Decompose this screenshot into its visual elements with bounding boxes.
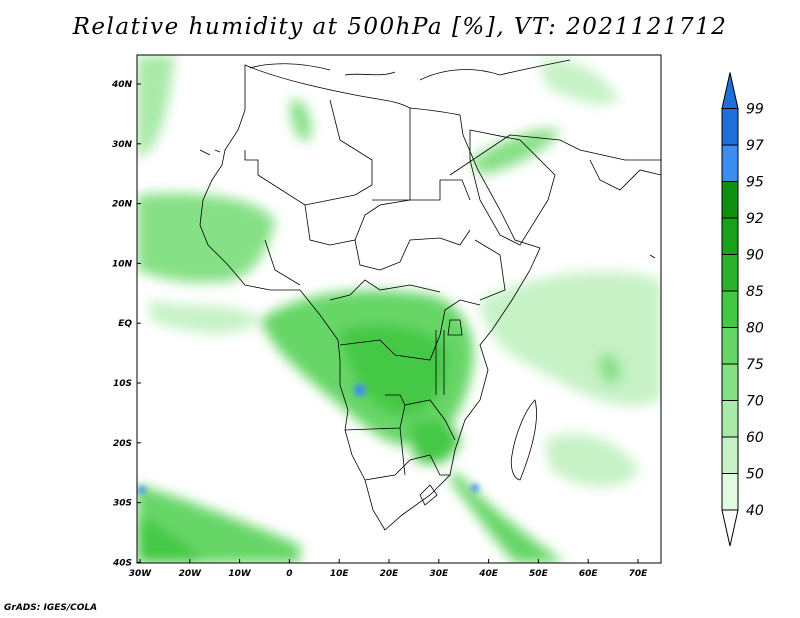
colorbar-label: 50 [746, 467, 764, 483]
colorbar: 99 97 95 92 90 85 80 75 70 60 50 40 [721, 72, 764, 547]
lat-tick-label: 40S [112, 558, 132, 568]
lon-tick-label: 10E [330, 569, 350, 579]
latitude-tick-labels: 40N 30N 20N 10N EQ 10S 20S 30S 40S [111, 80, 141, 568]
grads-credit: GrADS: IGES/COLA [4, 603, 98, 613]
colorbar-segment [721, 254, 739, 292]
colorbar-label: 97 [746, 138, 764, 154]
lat-tick-label: 30S [113, 499, 132, 509]
lon-tick-label: 40E [478, 569, 499, 579]
colorbar-label: 80 [746, 321, 764, 337]
colorbar-label: 75 [746, 357, 764, 373]
colorbar-segment [721, 473, 739, 511]
colorbar-segment [721, 400, 739, 438]
lon-tick-label: 20E [380, 569, 400, 579]
lat-tick-label: 10N [112, 259, 133, 269]
lon-tick-label: 70E [629, 569, 649, 579]
colorbar-label: 99 [746, 102, 764, 118]
lat-tick-label: 30N [112, 140, 133, 150]
lon-tick-label: 20W [179, 569, 203, 579]
coastlines [199, 59, 661, 531]
lon-tick-label: 0 [286, 569, 292, 579]
lat-tick-label: EQ [118, 319, 132, 329]
colorbar-label: 60 [746, 430, 764, 446]
lon-tick-label: 50E [529, 569, 549, 579]
colorbar-segment [721, 144, 739, 182]
colorbar-label: 92 [746, 211, 764, 227]
lat-tick-label: 10S [113, 379, 132, 389]
lon-tick-label: 30W [129, 569, 153, 579]
plot-frame [136, 54, 662, 564]
colorbar-label: 85 [746, 284, 764, 300]
colorbar-segment [721, 217, 739, 255]
humidity-field [137, 55, 661, 563]
colorbar-segment [721, 436, 739, 474]
longitude-tick-labels: 30W 20W 10W 0 10E 20E 30E 40E 50E 60E 70E [129, 559, 648, 579]
colorbar-top-arrow [721, 72, 739, 109]
colorbar-label: 70 [746, 394, 764, 410]
colorbar-bottom-arrow [721, 509, 739, 547]
colorbar-label: 40 [746, 503, 764, 519]
chart-title: Relative humidity at 500hPa [%], VT: 202… [72, 14, 728, 40]
colorbar-segment [721, 327, 739, 365]
colorbar-segment [721, 181, 739, 219]
lon-tick-label: 30E [429, 569, 449, 579]
colorbar-segment [721, 290, 739, 328]
lat-tick-label: 20N [112, 200, 133, 210]
lon-tick-label: 10W [228, 569, 252, 579]
lat-tick-label: 20S [113, 439, 132, 449]
lon-tick-label: 60E [579, 569, 599, 579]
colorbar-segment [721, 108, 739, 146]
colorbar-label: 90 [746, 248, 764, 264]
colorbar-label: 95 [746, 175, 764, 191]
lat-tick-label: 40N [111, 80, 133, 90]
colorbar-segment [721, 363, 739, 401]
